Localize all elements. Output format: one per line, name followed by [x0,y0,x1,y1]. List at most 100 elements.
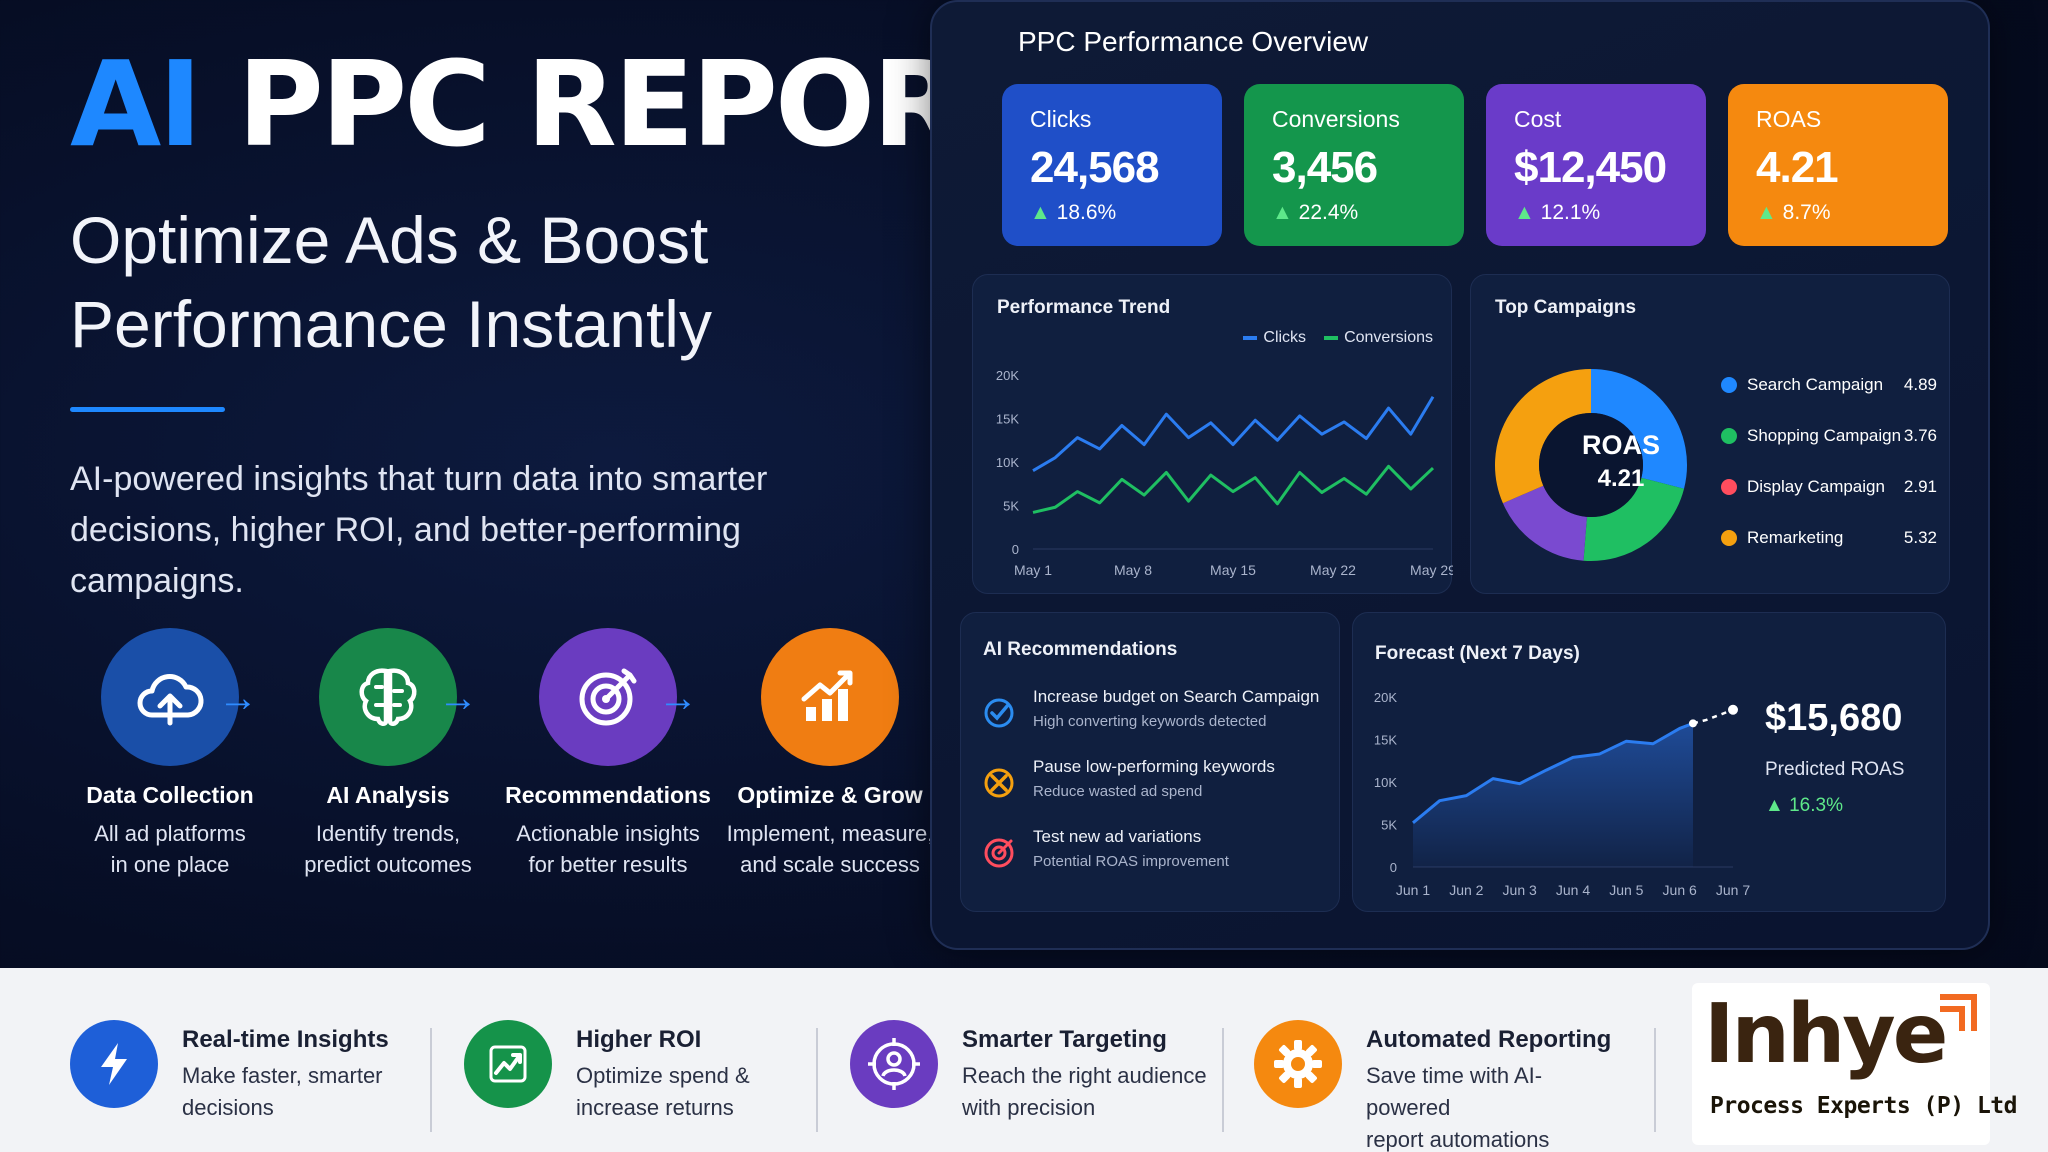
recommendation-title: Test new ad variations [1033,827,1202,846]
performance-trend-card: Performance Trend Clicks Conversions 0 5K… [972,274,1453,594]
step-title: Recommendations [505,782,711,808]
y-tick-label: 15K [1374,733,1397,748]
y-tick-label: 0 [1390,860,1397,875]
step-recommendations: Recommendations Actionable insights for b… [498,628,718,881]
x-tick-label: Jun 3 [1503,882,1537,898]
up-triangle-icon: ▲ [1765,795,1784,816]
feature-desc-line: with precision [962,1094,1096,1120]
step-circle [539,628,677,766]
hero-title: AI PPC REPORTS [70,39,1117,170]
forecast-delta-value: 16.3% [1789,795,1843,816]
trend-up-icon [489,1045,527,1083]
hero-subtitle-line1: Optimize Ads & Boost [70,202,709,277]
feature-icon-circle [70,1020,158,1108]
step-desc-line: Actionable insights [516,821,700,846]
warning-cross-icon [984,768,1014,798]
legend-swatch [1324,335,1339,340]
process-steps: Data Collection All ad platforms in one p… [60,628,940,898]
feature-desc-line: Reach the right audience [962,1063,1207,1088]
logo-tagline: Process Experts (P) Ltd [1710,1093,2018,1119]
campaign-name: Display Campaign [1747,477,1885,496]
x-tick-label: Jun 2 [1449,882,1483,898]
divider [1222,1028,1224,1132]
recommendation-sub: Reduce wasted ad spend [1033,783,1203,800]
roas-donut-chart [1495,369,1687,561]
campaign-row-search[interactable]: Search Campaign 4.89 [1721,375,1937,395]
feature-desc-line: Make faster, smarter [182,1063,383,1088]
step-desc-line: for better results [528,851,688,877]
campaign-row-display[interactable]: Display Campaign 2.91 [1721,477,1937,497]
forecast-point [1689,719,1697,728]
kpi-value: $12,450 [1514,143,1667,192]
y-tick-label: 10K [1374,775,1397,790]
card-title: AI Recommendations [983,639,1178,660]
kpi-value: 24,568 [1030,143,1160,192]
kpi-card-cost[interactable]: Cost $12,450 ▲ 12.1% [1486,84,1706,246]
feature-desc: Save time with AI-powered report automati… [1366,1060,1626,1152]
logo-arrow-icon [1940,994,1977,1031]
growth-chart-icon [801,670,853,721]
kpi-card-conversions[interactable]: Conversions 3,456 ▲ 22.4% [1244,84,1464,246]
feature-title: Real-time Insights [182,1026,389,1053]
campaign-value: 2.91 [1903,477,1937,496]
kpi-value: 3,456 [1272,143,1378,192]
step-desc-line: Identify trends, [315,821,461,846]
x-tick-label: May 29 [1410,562,1453,578]
step-title: Optimize & Grow [737,782,923,808]
divider [816,1028,818,1132]
card-title: Performance Trend [997,297,1171,318]
kpi-delta-value: 18.6% [1056,201,1117,224]
campaign-row-remarketing[interactable]: Remarketing 5.32 [1721,528,1937,548]
legend-item-clicks: Clicks [1243,329,1306,347]
feature-smarter-targeting: Smarter Targeting Reach the right audien… [850,1020,1210,1120]
kpi-card-clicks[interactable]: Clicks 24,568 ▲ 18.6% [1002,84,1222,246]
check-badge-icon [984,698,1014,728]
legend-label: Clicks [1263,329,1307,346]
arrow-right-icon: → [218,676,258,720]
kpi-label: Clicks [1030,106,1092,132]
step-desc-line: Implement, measure, [726,821,934,846]
up-triangle-icon: ▲ [1514,201,1535,224]
series-line-clicks [1032,395,1435,472]
card-title: Forecast (Next 7 Days) [1375,643,1580,664]
x-tick-label: Jun 1 [1396,882,1430,898]
forecast-actual-line [1412,721,1694,824]
y-tick-label: 15K [996,412,1019,427]
feature-icon-circle [464,1020,552,1108]
feature-desc-line: report automations [1366,1126,1550,1152]
kpi-card-roas[interactable]: ROAS 4.21 ▲ 8.7% [1728,84,1948,246]
hero-title-ai: AI [70,35,202,173]
performance-trend-chart: 0 5K 10K 15K 20K May 1 May 8 May 15 May 22 May 29 [996,368,1453,578]
donut-hole [1539,413,1643,517]
feature-desc-line: Optimize spend & [576,1063,750,1088]
user-target-icon [868,1038,920,1090]
legend-item-conversions: Conversions [1324,329,1433,347]
campaign-value: 4.89 [1903,375,1937,394]
legend-label: Conversions [1344,329,1433,346]
top-campaigns-card: Top Campaigns ROAS 4.21 Search Campaign 4… [1470,274,1950,594]
hero-section: AI PPC REPORTS Optimize Ads & Boost Perf… [70,39,1117,607]
kpi-value: 4.21 [1756,143,1839,192]
kpi-label: Conversions [1272,106,1400,132]
kpi-label: Cost [1514,106,1562,132]
campaign-row-shopping[interactable]: Shopping Campaign 3.76 [1721,426,1937,446]
series-line-conversions [1032,464,1435,514]
arrow-right-icon: → [438,676,478,720]
feature-higher-roi: Higher ROI Optimize spend & increase retu… [464,1020,824,1120]
step-desc: Identify trends, predict outcomes [278,819,498,881]
donut-center-value: 4.21 [1597,465,1645,492]
step-desc: All ad platforms in one place [60,819,280,881]
campaign-name: Search Campaign [1747,375,1884,394]
feature-realtime-insights: Real-time Insights Make faster, smarter d… [70,1020,430,1120]
y-tick-label: 0 [1012,542,1019,557]
forecast-value: $15,680 [1765,697,1903,739]
feature-title: Smarter Targeting [962,1026,1167,1053]
y-tick-label: 10K [996,455,1019,470]
legend-dot [1721,479,1737,495]
legend-dot [1721,377,1737,393]
step-circle [319,628,457,766]
recommendation-title: Increase budget on Search Campaign [1033,687,1320,706]
ai-recommendations-card: AI Recommendations Increase budget on Se… [960,612,1340,912]
donut-slice-remarketing [1495,369,1592,504]
donut-slice-search-campaign [1590,369,1687,489]
